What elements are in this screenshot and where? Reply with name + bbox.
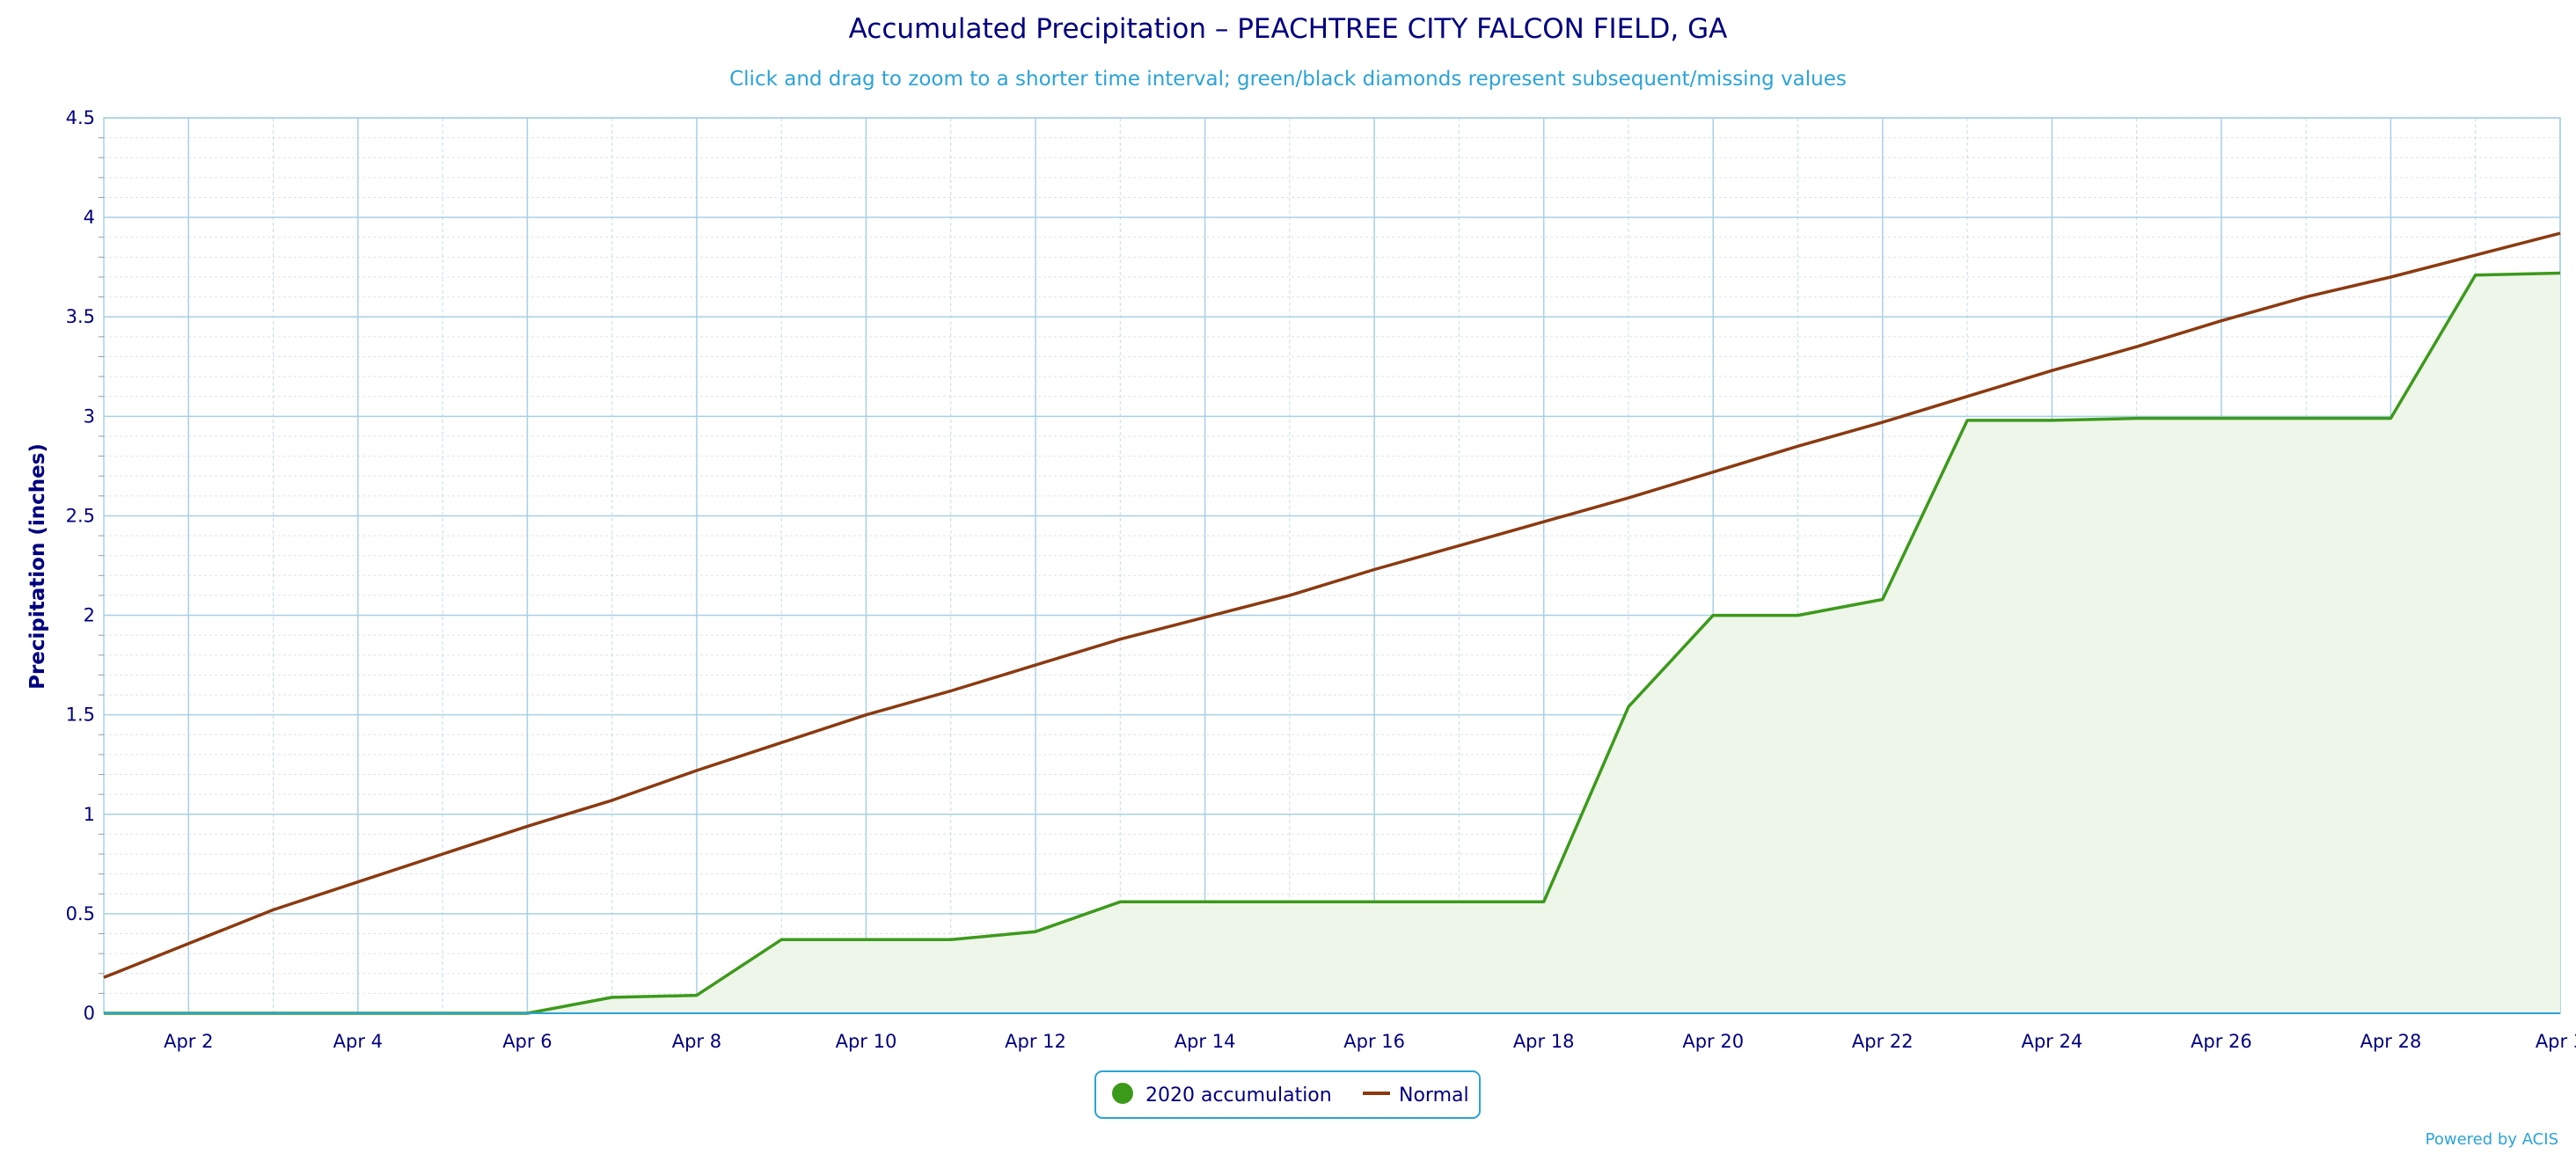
- x-tick-label: Apr 28: [2360, 1031, 2422, 1052]
- x-tick-label: Apr 14: [1175, 1031, 1236, 1052]
- y-tick-label: 1: [84, 804, 95, 825]
- x-tick-label: Apr 16: [1343, 1031, 1405, 1052]
- accumulation-area: [104, 273, 2560, 1013]
- x-tick-label: Apr 20: [1682, 1031, 1744, 1052]
- y-tick-label: 4: [84, 207, 95, 228]
- legend-normal-label: Normal: [1399, 1085, 1469, 1107]
- y-axis-label: Precipitation (inches): [26, 443, 49, 690]
- chart-title: Accumulated Precipitation – PEACHTREE CI…: [849, 13, 1728, 45]
- y-tick-label: 2.5: [66, 505, 95, 526]
- x-axis: Apr 2 Apr 4 Apr 6 Apr 8 Apr 10 Apr 12 Apr 14 Ap…: [104, 1012, 2576, 1052]
- legend-item-normal[interactable]: Normal: [1363, 1085, 1469, 1107]
- major-gridlines: [103, 117, 2561, 1014]
- plot-area[interactable]: [99, 228, 2565, 1019]
- x-tick-label: Apr 8: [672, 1031, 721, 1052]
- y-tick-label: 0.5: [66, 903, 95, 924]
- y-axis: 0 0.5 1 1.5 2 2.5 3 3.5 4 4.5: [66, 107, 104, 1024]
- x-tick-label: Apr 12: [1005, 1031, 1066, 1052]
- credit-link[interactable]: Powered by ACIS: [2426, 1130, 2558, 1149]
- legend[interactable]: 2020 accumulation Normal: [1094, 1070, 1481, 1119]
- x-tick-label: Apr 18: [1513, 1031, 1575, 1052]
- y-tick-label: 0: [84, 1003, 95, 1024]
- x-tick-label: Apr 24: [2021, 1031, 2082, 1052]
- legend-box: [1094, 1070, 1481, 1119]
- x-tick-label: Apr 10: [836, 1031, 897, 1052]
- legend-accumulation-label: 2020 accumulation: [1145, 1085, 1332, 1107]
- x-tick-label: Apr 22: [1852, 1031, 1914, 1052]
- normal-series-line[interactable]: [103, 231, 2561, 979]
- x-tick-label: Apr 26: [2191, 1031, 2252, 1052]
- legend-item-accumulation[interactable]: 2020 accumulation: [1112, 1083, 1332, 1107]
- x-tick-label: Apr 2: [164, 1031, 213, 1052]
- x-tick-label: Apr 3: [2536, 1031, 2576, 1052]
- x-tick-label: Apr 6: [502, 1031, 552, 1052]
- chart-subtitle: Click and drag to zoom to a shorter time…: [729, 68, 1847, 91]
- y-tick-label: 3: [84, 405, 95, 427]
- y-tick-label: 3.5: [66, 306, 95, 327]
- y-tick-label: 1.5: [66, 705, 95, 726]
- x-tick-label: Apr 4: [333, 1031, 383, 1052]
- y-tick-label: 4.5: [66, 107, 95, 128]
- legend-accumulation-marker: [1112, 1083, 1133, 1104]
- y-tick-label: 2: [84, 605, 95, 626]
